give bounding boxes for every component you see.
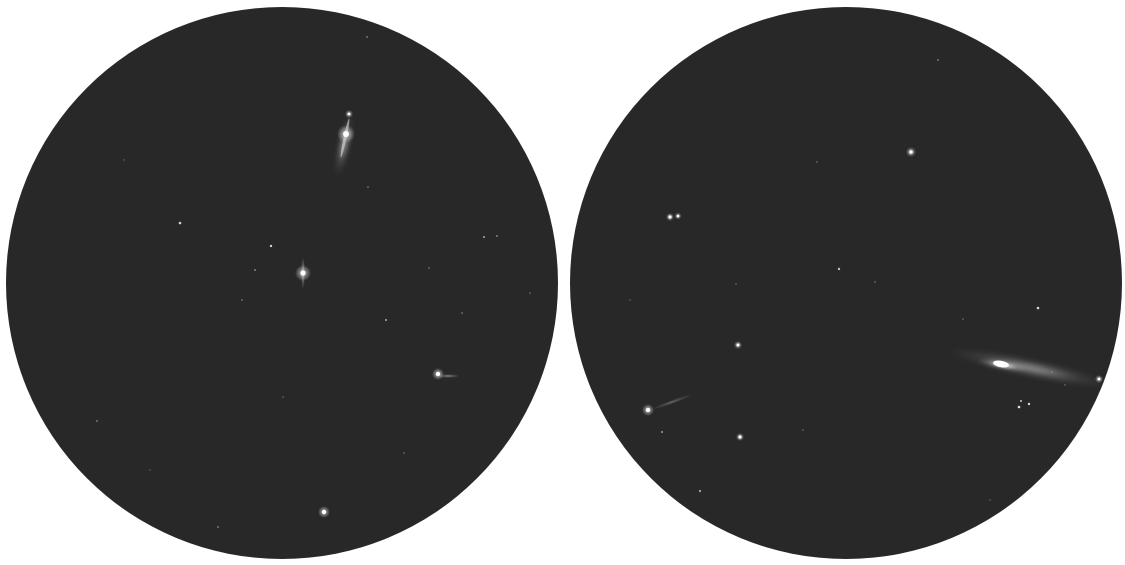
left-star-field [96, 36, 531, 528]
left-star-faint [269, 244, 273, 248]
right-star-faint [837, 267, 841, 271]
right-star-faint [629, 299, 631, 301]
left-sky-view [6, 7, 558, 559]
left-star-faint [254, 269, 256, 271]
right-star-faint [1064, 384, 1066, 386]
left-star-faint [529, 292, 531, 294]
right-star [1097, 377, 1101, 381]
right-star-faint [709, 529, 711, 531]
right-star-faint [1017, 405, 1021, 409]
right-star-trail [651, 394, 693, 410]
right-star-faint [962, 318, 964, 320]
right-star [738, 435, 742, 439]
right-star [676, 214, 680, 218]
left-star-faint [217, 526, 219, 528]
right-star-faint [874, 281, 876, 283]
right-star-bright [909, 150, 913, 154]
right-star-faint [1051, 371, 1053, 373]
right-star-faint [816, 161, 818, 163]
right-star [668, 215, 672, 219]
right-star-faint [1027, 402, 1031, 406]
left-star-faint [403, 452, 405, 454]
left-star-faint [461, 312, 463, 314]
left-star-faint [428, 267, 430, 269]
left-star-faint [496, 235, 498, 237]
right-star-faint [735, 283, 737, 285]
left-star-faint [149, 469, 151, 471]
right-star-faint [802, 429, 804, 431]
right-sky-view [570, 7, 1122, 559]
right-star-faint [1036, 306, 1040, 310]
right-star-faint [661, 431, 663, 433]
left-star [347, 112, 351, 116]
right-star-faint [1020, 400, 1022, 402]
left-star-faint [282, 396, 284, 398]
left-star-faint [178, 221, 182, 225]
left-star-bright [343, 131, 349, 137]
left-sky-disc [6, 7, 558, 559]
right-star-field [629, 59, 1114, 531]
left-star-faint [96, 420, 98, 422]
right-star-faint [989, 499, 991, 501]
left-star-faint [366, 36, 368, 38]
right-star-bright [645, 407, 651, 413]
left-star-bright [300, 270, 306, 276]
left-star-bright [321, 509, 327, 515]
right-galaxy-core [993, 360, 1009, 368]
left-star-faint [483, 236, 485, 238]
right-star-faint [937, 59, 939, 61]
right-star [736, 343, 740, 347]
right-star-faint [698, 489, 702, 493]
right-galaxy-halo [946, 348, 1114, 388]
left-star-faint [367, 186, 369, 188]
left-star-faint [385, 319, 387, 321]
left-star-bright [435, 371, 441, 377]
left-star-faint [123, 159, 125, 161]
right-sky-disc [570, 7, 1122, 559]
left-star-faint [241, 299, 243, 301]
